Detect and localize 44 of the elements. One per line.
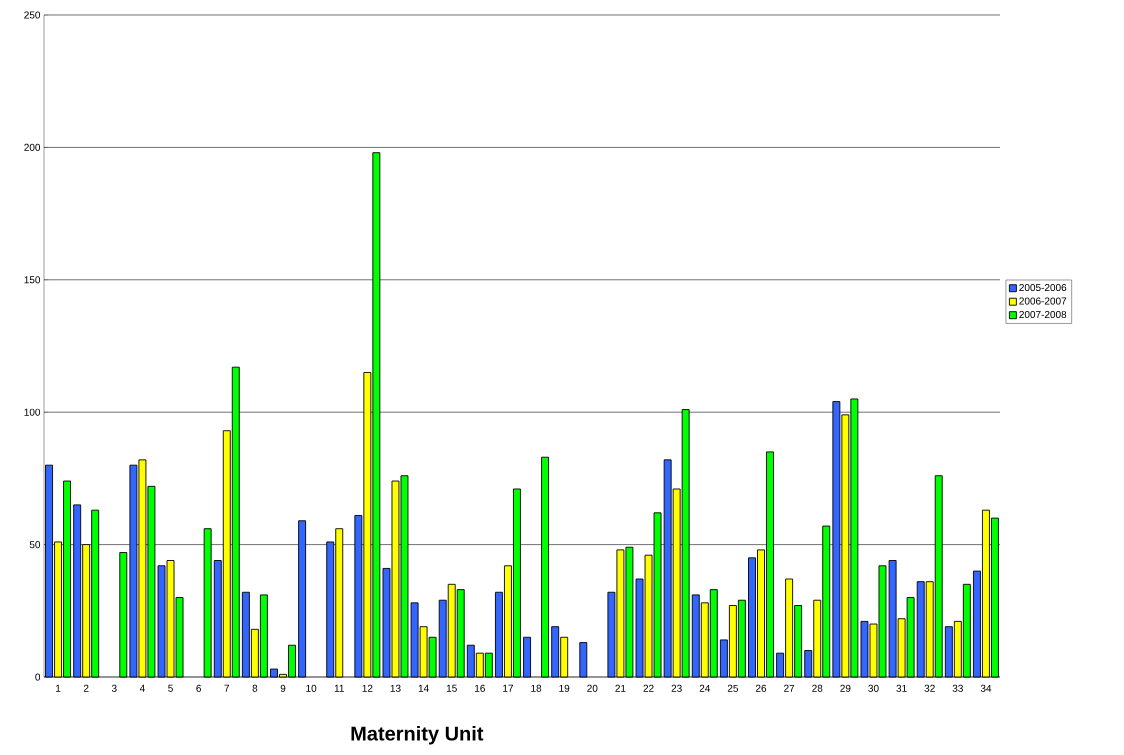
x-tick-label: 10 (306, 684, 317, 692)
x-tick-label: 30 (868, 684, 879, 692)
x-tick-label: 1 (56, 684, 61, 692)
x-tick-label: 24 (699, 684, 711, 692)
x-tick-label: 27 (784, 684, 795, 692)
x-tick-label: 18 (531, 684, 542, 692)
legend-label: 2006-2007 (1019, 297, 1067, 305)
x-tick-label: 14 (418, 684, 429, 692)
x-tick-label: 15 (446, 684, 457, 692)
x-tick-label: 19 (559, 684, 570, 692)
x-tick-label: 9 (280, 684, 286, 692)
x-tick-label: 33 (952, 684, 963, 692)
x-tick-label: 20 (587, 684, 598, 692)
y-tick-label: 50 (29, 541, 41, 549)
x-tick-label: 6 (196, 684, 201, 692)
x-tick-label: 5 (168, 684, 173, 692)
x-tick-label: 29 (840, 684, 851, 692)
x-axis-title: Maternity Unit (351, 725, 484, 745)
x-tick-label: 2 (83, 684, 89, 692)
x-tick-label: 7 (224, 684, 230, 692)
legend-label: 2005-2006 (1019, 284, 1067, 292)
x-tick-label: 32 (924, 684, 935, 692)
x-tick-label: 31 (896, 684, 907, 692)
x-tick-label: 3 (111, 684, 117, 692)
x-tick-label: 25 (727, 684, 739, 692)
y-tick-label: 200 (24, 143, 41, 151)
x-tick-label: 13 (390, 684, 401, 692)
y-tick-label: 150 (24, 276, 41, 284)
y-tick-label: 100 (24, 408, 41, 416)
x-tick-label: 22 (643, 684, 654, 692)
x-tick-label: 21 (615, 684, 626, 692)
x-tick-label: 26 (755, 684, 767, 692)
x-tick-label: 12 (362, 684, 373, 692)
y-tick-label: 250 (24, 11, 41, 19)
x-tick-label: 17 (503, 684, 514, 692)
x-tick-label: 4 (139, 684, 145, 692)
x-tick-label: 11 (334, 684, 344, 692)
y-tick-label: 0 (35, 673, 41, 681)
x-tick-label: 28 (812, 684, 823, 692)
x-tick-label: 8 (252, 684, 258, 692)
legend-label: 2007-2008 (1019, 310, 1067, 319)
x-tick-label: 34 (980, 684, 992, 692)
x-tick-label: 16 (475, 684, 485, 692)
x-tick-label: 23 (671, 684, 682, 692)
